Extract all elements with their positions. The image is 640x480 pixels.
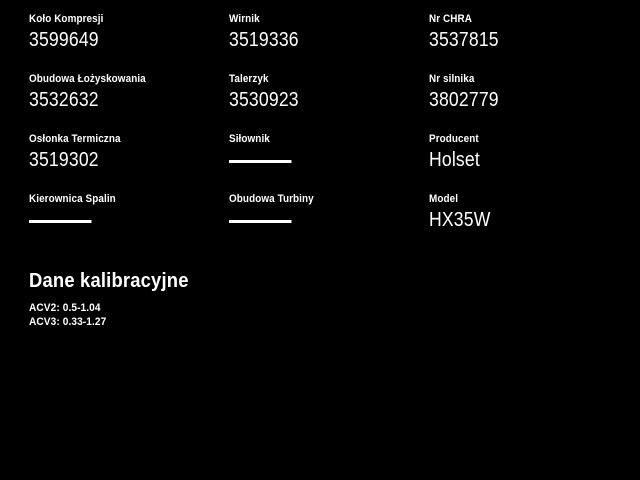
spec-label: Obudowa Turbiny (229, 193, 314, 205)
spec-label: Producent (429, 133, 479, 145)
spec-row: Koło Kompresji 3599649 Wirnik 3519336 Nr… (29, 13, 629, 73)
spec-label: Osłonka Termiczna (29, 133, 121, 145)
spec-cell-obudowa-turbiny: Obudowa Turbiny (229, 193, 429, 253)
spec-value: Holset (429, 149, 480, 171)
spec-cell-talerzyk: Talerzyk 3530923 (229, 73, 429, 133)
spec-cell-model: Model HX35W (429, 193, 629, 253)
empty-value-dash-icon (229, 220, 292, 223)
spec-cell-kolo-kompresji: Koło Kompresji 3599649 (29, 13, 229, 73)
spec-label: Siłownik (229, 133, 270, 145)
spec-value-empty (229, 208, 396, 232)
spec-label: Talerzyk (229, 73, 269, 85)
spec-value: 3599649 (29, 29, 99, 51)
spec-value: 3530923 (229, 89, 299, 111)
spec-label: Model (429, 193, 459, 205)
spec-row: Obudowa Łożyskowania 3532632 Talerzyk 35… (29, 73, 629, 133)
calibration-line-acv2: ACV2: 0.5-1.04 (29, 302, 101, 314)
spec-grid: Koło Kompresji 3599649 Wirnik 3519336 Nr… (29, 13, 629, 253)
spec-cell-nr-silnika: Nr silnika 3802779 (429, 73, 629, 133)
spec-cell-producent: Producent Holset (429, 133, 629, 193)
calibration-values: ACV2: 0.5-1.04 ACV3: 0.33-1.27 (29, 301, 429, 329)
spec-value-empty (229, 148, 396, 172)
spec-value: HX35W (429, 209, 491, 231)
spec-row: Osłonka Termiczna 3519302 Siłownik Produ… (29, 133, 629, 193)
spec-cell-silownik: Siłownik (229, 133, 429, 193)
spec-cell-nr-chra: Nr CHRA 3537815 (429, 13, 629, 73)
calibration-line-acv3: ACV3: 0.33-1.27 (29, 316, 107, 328)
spec-cell-obudowa-lozyskowania: Obudowa Łożyskowania 3532632 (29, 73, 229, 133)
spec-value: 3537815 (429, 29, 499, 51)
spec-label: Kierownica Spalin (29, 193, 116, 205)
spec-value: 3519336 (229, 29, 299, 51)
spec-value: 3532632 (29, 89, 99, 111)
spec-label: Nr CHRA (429, 13, 472, 25)
spec-label: Wirnik (229, 13, 260, 25)
spec-label: Nr silnika (429, 73, 475, 85)
spec-cell-wirnik: Wirnik 3519336 (229, 13, 429, 73)
empty-value-dash-icon (229, 160, 292, 163)
empty-value-dash-icon (29, 220, 92, 223)
calibration-section: Dane kalibracyjne ACV2: 0.5-1.04 ACV3: 0… (29, 269, 429, 329)
spec-value: 3802779 (429, 89, 499, 111)
spec-cell-oslonka-termiczna: Osłonka Termiczna 3519302 (29, 133, 229, 193)
spec-label: Koło Kompresji (29, 13, 104, 25)
spec-label: Obudowa Łożyskowania (29, 73, 146, 85)
spec-cell-kierownica-spalin: Kierownica Spalin (29, 193, 229, 253)
spec-value: 3519302 (29, 149, 99, 171)
spec-row: Kierownica Spalin Obudowa Turbiny Model … (29, 193, 629, 253)
spec-value-empty (29, 208, 196, 232)
calibration-section-title: Dane kalibracyjne (29, 270, 189, 292)
